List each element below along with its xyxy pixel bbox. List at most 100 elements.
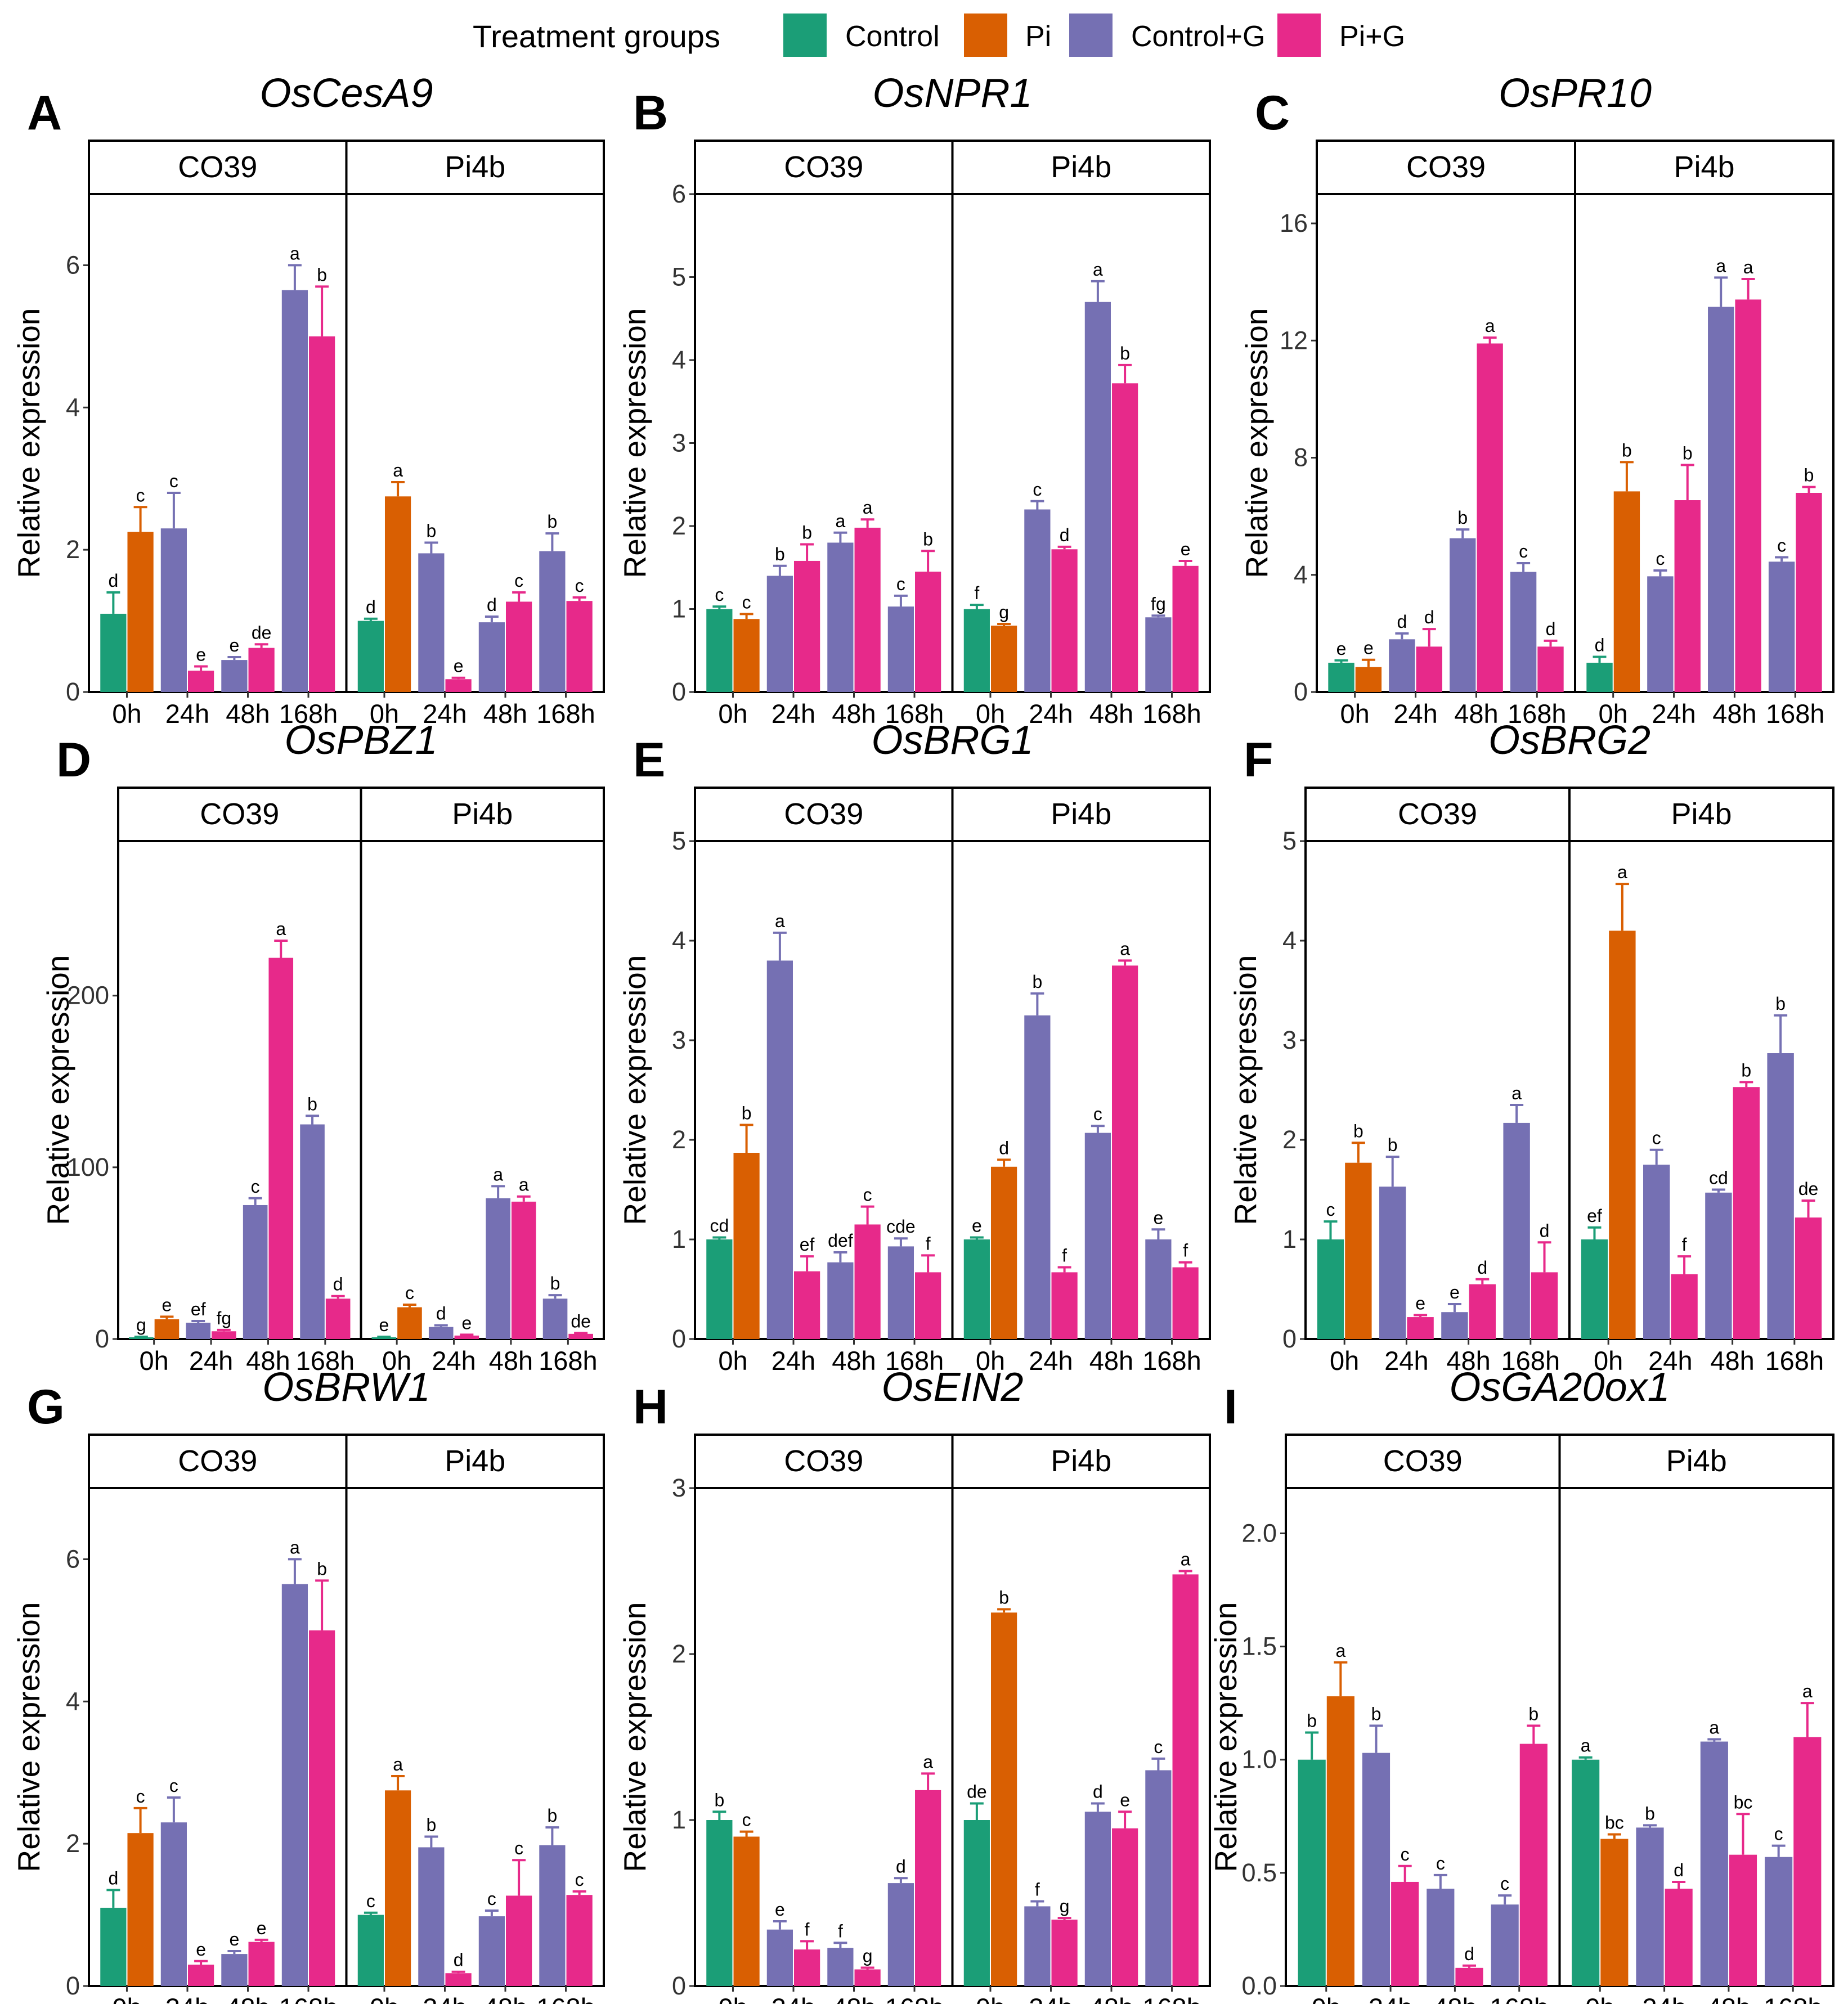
significance-letter: b: [1528, 1704, 1538, 1724]
bar-group: c: [1317, 1199, 1344, 1339]
significance-letter: g: [136, 1315, 146, 1335]
x-tick-label: 48h: [832, 1346, 876, 1376]
x-tick-label: 48h: [226, 699, 270, 729]
bar: [1586, 662, 1613, 692]
significance-letter: a: [1120, 938, 1130, 959]
bar: [1441, 1312, 1468, 1339]
significance-letter: def: [828, 1230, 853, 1251]
significance-letter: g: [863, 1946, 873, 1966]
bar-group: a: [384, 460, 411, 692]
y-axis-label: Relative expression: [11, 308, 46, 578]
bar-group: a: [915, 1751, 941, 1986]
bar: [418, 1847, 445, 1986]
bar-group: e: [766, 1899, 793, 1986]
bar: [566, 601, 593, 692]
y-tick-label: 200: [67, 981, 109, 1010]
bar-group: f: [1024, 1880, 1051, 1986]
bar: [1391, 1881, 1419, 1986]
significance-letter: c: [1401, 1844, 1410, 1864]
bar: [1665, 1889, 1693, 1986]
significance-letter: b: [1032, 972, 1042, 992]
significance-letter: d: [999, 1138, 1009, 1158]
y-tick-label: 2: [66, 1829, 80, 1858]
y-tick-label: 4: [1294, 560, 1308, 589]
panel-b: OsNPR1 B Relative expression 0 1 2 3 4 5 6 CO39 0h 2…: [617, 71, 1211, 729]
bar: [887, 606, 914, 692]
x-tick-label: 24h: [1029, 1993, 1073, 2004]
bar-group: g: [129, 1315, 154, 1339]
x-tick-label: 24h: [772, 699, 815, 729]
significance-letter: e: [229, 635, 239, 655]
bar: [1450, 538, 1476, 692]
bar: [1767, 1053, 1794, 1339]
bar: [1362, 1753, 1391, 1986]
x-tick-label: 24h: [165, 699, 209, 729]
bar-group: b: [1345, 1121, 1372, 1339]
y-axis-label: Relative expression: [11, 1602, 46, 1872]
bar: [187, 671, 214, 692]
significance-letter: a: [1485, 316, 1495, 336]
significance-letter: d: [1424, 607, 1434, 627]
y-tick-label: 1: [672, 595, 686, 623]
bar: [160, 528, 187, 692]
significance-letter: c: [1436, 1853, 1445, 1873]
significance-letter: c: [169, 471, 178, 491]
bar: [1537, 646, 1564, 692]
significance-letter: a: [1716, 255, 1726, 276]
bar-group: bc: [1600, 1812, 1629, 1986]
y-tick-label: 0: [66, 1971, 80, 2000]
bar-group: b: [309, 264, 335, 692]
facet-panel-border: [345, 1487, 605, 1987]
x-tick-label: 0h: [976, 1346, 1005, 1376]
bar-group: f: [827, 1921, 854, 1986]
bar: [1503, 1122, 1530, 1339]
x-tick-label: 0h: [382, 1346, 411, 1376]
bar: [1084, 302, 1111, 692]
facet-label: Pi4b: [1674, 150, 1734, 184]
significance-letter: b: [1120, 343, 1130, 363]
y-tick-label: 0: [672, 677, 686, 706]
bar-group: cd: [1705, 1168, 1732, 1339]
y-tick-label: 2: [672, 511, 686, 540]
legend-key-control-g: [1069, 14, 1113, 57]
significance-letter: b: [317, 264, 327, 285]
facet-label: Pi4b: [1051, 1444, 1111, 1478]
panel-d: OsPBZ1 D Relative expression 0 100 200 CO39 0h 2…: [41, 718, 605, 1376]
significance-letter: g: [1060, 1896, 1070, 1916]
significance-letter: b: [1804, 465, 1814, 486]
y-tick-label: 4: [66, 1687, 80, 1715]
significance-letter: c: [487, 1889, 496, 1909]
bar-group: e: [963, 1215, 990, 1339]
bar: [827, 1262, 854, 1339]
significance-letter: bc: [1734, 1792, 1753, 1812]
y-tick-label: 6: [672, 179, 686, 208]
significance-letter: d: [366, 597, 376, 617]
bar: [445, 679, 472, 692]
bar-group: d: [1469, 1257, 1496, 1339]
bar-group: a: [486, 1164, 510, 1339]
bar: [793, 1271, 820, 1339]
bar: [706, 1820, 733, 1986]
bar-group: b: [766, 544, 793, 692]
bar-group: f: [963, 583, 990, 692]
bar: [506, 601, 532, 692]
bar-group: c: [733, 592, 760, 692]
bar: [854, 1224, 881, 1339]
bar-group: b: [1674, 443, 1701, 692]
bar: [100, 1907, 127, 1986]
x-tick-label: 168h: [1766, 699, 1825, 729]
significance-letter: d: [333, 1274, 343, 1295]
significance-letter: e: [1363, 638, 1374, 658]
bar: [309, 1630, 335, 1986]
x-tick-label: 168h: [1765, 1346, 1824, 1376]
bar-group: de: [1795, 1179, 1822, 1339]
bar: [990, 1166, 1017, 1339]
bar: [566, 1895, 593, 1986]
bar: [990, 626, 1017, 692]
significance-letter: cde: [886, 1216, 916, 1237]
bar-group: e: [454, 1313, 479, 1339]
significance-letter: b: [1457, 507, 1468, 528]
bar: [568, 1333, 593, 1339]
significance-letter: d: [1477, 1257, 1487, 1278]
y-tick-label: 0: [672, 1324, 686, 1353]
